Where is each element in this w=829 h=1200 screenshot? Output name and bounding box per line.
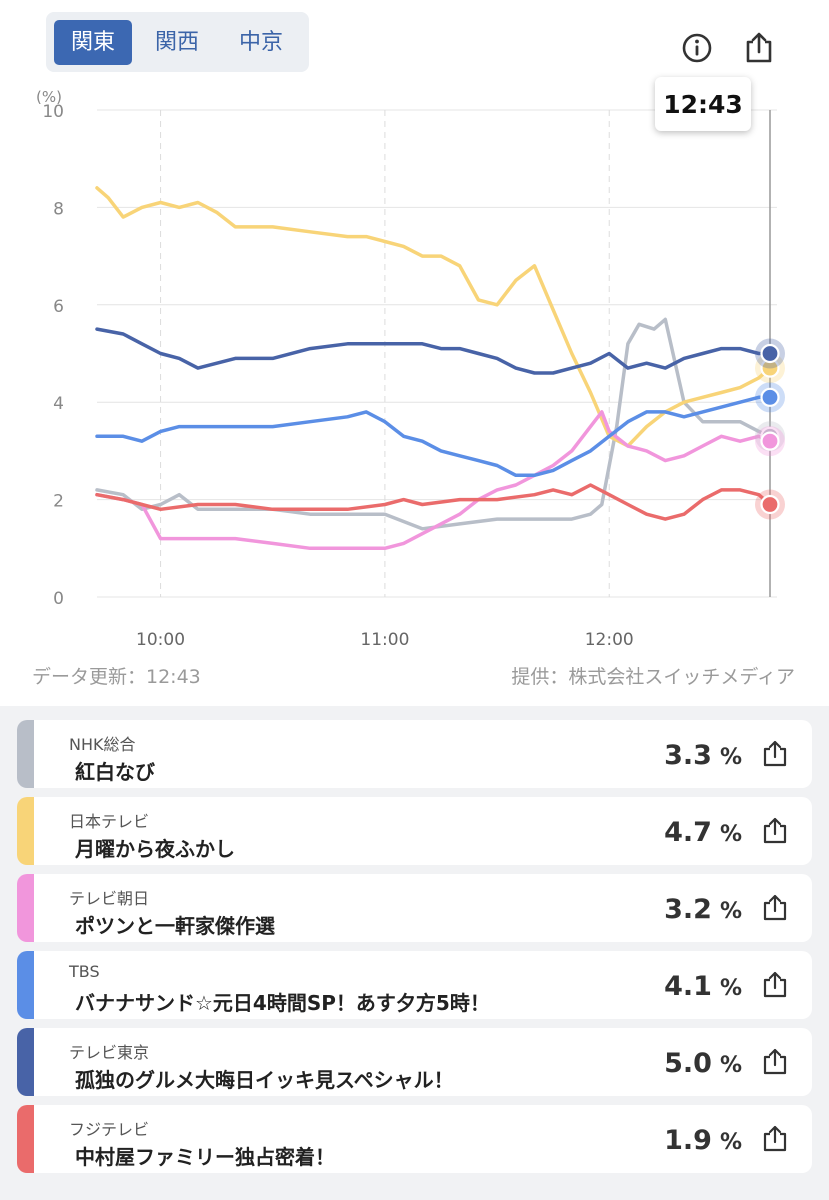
rating-number: 4.7	[664, 817, 712, 848]
rating-value: 3.3%	[664, 740, 742, 771]
time-tooltip: 12:43	[655, 77, 751, 131]
y-tick-label: 0	[53, 589, 64, 609]
rating-number: 1.9	[664, 1125, 712, 1156]
rating-value: 5.0%	[664, 1048, 742, 1079]
series-line	[95, 327, 772, 375]
channel-name: テレビ東京	[69, 1043, 150, 1062]
program-title: 紅白なび	[75, 760, 155, 784]
program-title: バナナサンド☆元日4時間SP！あす夕方5時！	[75, 991, 490, 1015]
series-line	[95, 395, 772, 478]
x-tick-label: 12:00	[585, 630, 634, 650]
series-line	[95, 317, 772, 531]
rating-unit: %	[719, 976, 742, 1001]
channel-card-tv-tokyo[interactable]: テレビ東京 孤独のグルメ大晦日イッキ見スペシャル！ 5.0%	[17, 1028, 812, 1096]
y-tick-label: 8	[53, 199, 64, 219]
series-marker	[760, 387, 780, 407]
channel-color-bar	[17, 874, 34, 942]
channel-color-bar	[17, 720, 34, 788]
channel-card-tv-asahi[interactable]: テレビ朝日 ポツンと一軒家傑作選 3.2%	[17, 874, 812, 942]
share-icon[interactable]	[760, 970, 790, 1000]
rating-unit: %	[719, 899, 742, 924]
rating-value: 1.9%	[664, 1125, 742, 1156]
share-icon[interactable]	[760, 816, 790, 846]
tab-kansai[interactable]: 関西	[154, 29, 199, 55]
channel-color-bar	[17, 1105, 34, 1173]
rating-number: 5.0	[664, 1048, 712, 1079]
data-provider-label: 提供：株式会社スイッチメディア	[511, 666, 795, 688]
rating-unit: %	[719, 1053, 742, 1078]
rating-value: 3.2%	[664, 894, 742, 925]
x-tick-label: 11:00	[360, 630, 409, 650]
channel-card-fuji[interactable]: フジテレビ 中村屋ファミリー独占密着！ 1.9%	[17, 1105, 812, 1173]
data-updated-label: データ更新：12:43	[32, 666, 201, 688]
series-line	[95, 483, 772, 521]
channel-color-bar	[17, 1028, 34, 1096]
channel-list: NHK総合 紅白なび 3.3% 日本テレビ 月曜から夜ふかし 4.7% テレビ朝…	[0, 706, 829, 1200]
share-icon[interactable]	[760, 739, 790, 769]
rating-unit: %	[719, 822, 742, 847]
y-tick-label: 6	[53, 297, 64, 317]
channel-card-tbs[interactable]: TBS バナナサンド☆元日4時間SP！あす夕方5時！ 4.1%	[17, 951, 812, 1019]
channel-name: 日本テレビ	[69, 812, 150, 831]
program-title: 月曜から夜ふかし	[75, 837, 235, 861]
channel-card-nhk[interactable]: NHK総合 紅白なび 3.3%	[17, 720, 812, 788]
program-title: 孤独のグルメ大晦日イッキ見スペシャル！	[75, 1068, 454, 1092]
channel-color-bar	[17, 951, 34, 1019]
rating-chart: 0 2 4 6 8 10(%) 10:00 11:00 12:00	[36, 88, 785, 650]
y-tick-label: 2	[53, 492, 64, 512]
rating-value: 4.1%	[664, 971, 742, 1002]
rating-number: 4.1	[664, 971, 712, 1002]
region-tabs: 関東 関西 中京	[46, 12, 309, 72]
channel-name: NHK総合	[69, 735, 136, 754]
series-line	[95, 410, 772, 551]
tab-chukyo[interactable]: 中京	[238, 29, 283, 55]
series-marker	[760, 494, 780, 515]
rating-unit: %	[719, 1130, 742, 1155]
y-axis-label: (%)	[36, 88, 62, 106]
rating-number: 3.2	[664, 894, 712, 925]
x-tick-label: 10:00	[136, 630, 185, 650]
info-icon[interactable]	[679, 30, 715, 66]
chart-footer: データ更新：12:43 提供：株式会社スイッチメディア	[32, 662, 795, 689]
share-icon[interactable]	[760, 1124, 790, 1154]
rating-unit: %	[719, 745, 742, 770]
share-icon[interactable]	[760, 893, 790, 923]
channel-name: フジテレビ	[69, 1120, 150, 1139]
series-marker	[760, 431, 780, 451]
program-title: ポツンと一軒家傑作選	[75, 914, 275, 938]
share-icon[interactable]	[760, 1047, 790, 1077]
y-tick-label: 4	[53, 394, 64, 414]
rating-value: 4.7%	[664, 817, 742, 848]
channel-card-ntv[interactable]: 日本テレビ 月曜から夜ふかし 4.7%	[17, 797, 812, 865]
channel-color-bar	[17, 797, 34, 865]
share-icon[interactable]	[741, 30, 777, 66]
y-tick-label: 10	[42, 102, 64, 122]
series-line	[95, 186, 772, 448]
channel-name: テレビ朝日	[69, 889, 150, 908]
program-title: 中村屋ファミリー独占密着！	[75, 1145, 335, 1169]
rating-number: 3.3	[664, 740, 712, 771]
tab-kanto[interactable]: 関東	[54, 19, 132, 65]
series-marker	[760, 343, 780, 364]
channel-name: TBS	[69, 962, 100, 981]
